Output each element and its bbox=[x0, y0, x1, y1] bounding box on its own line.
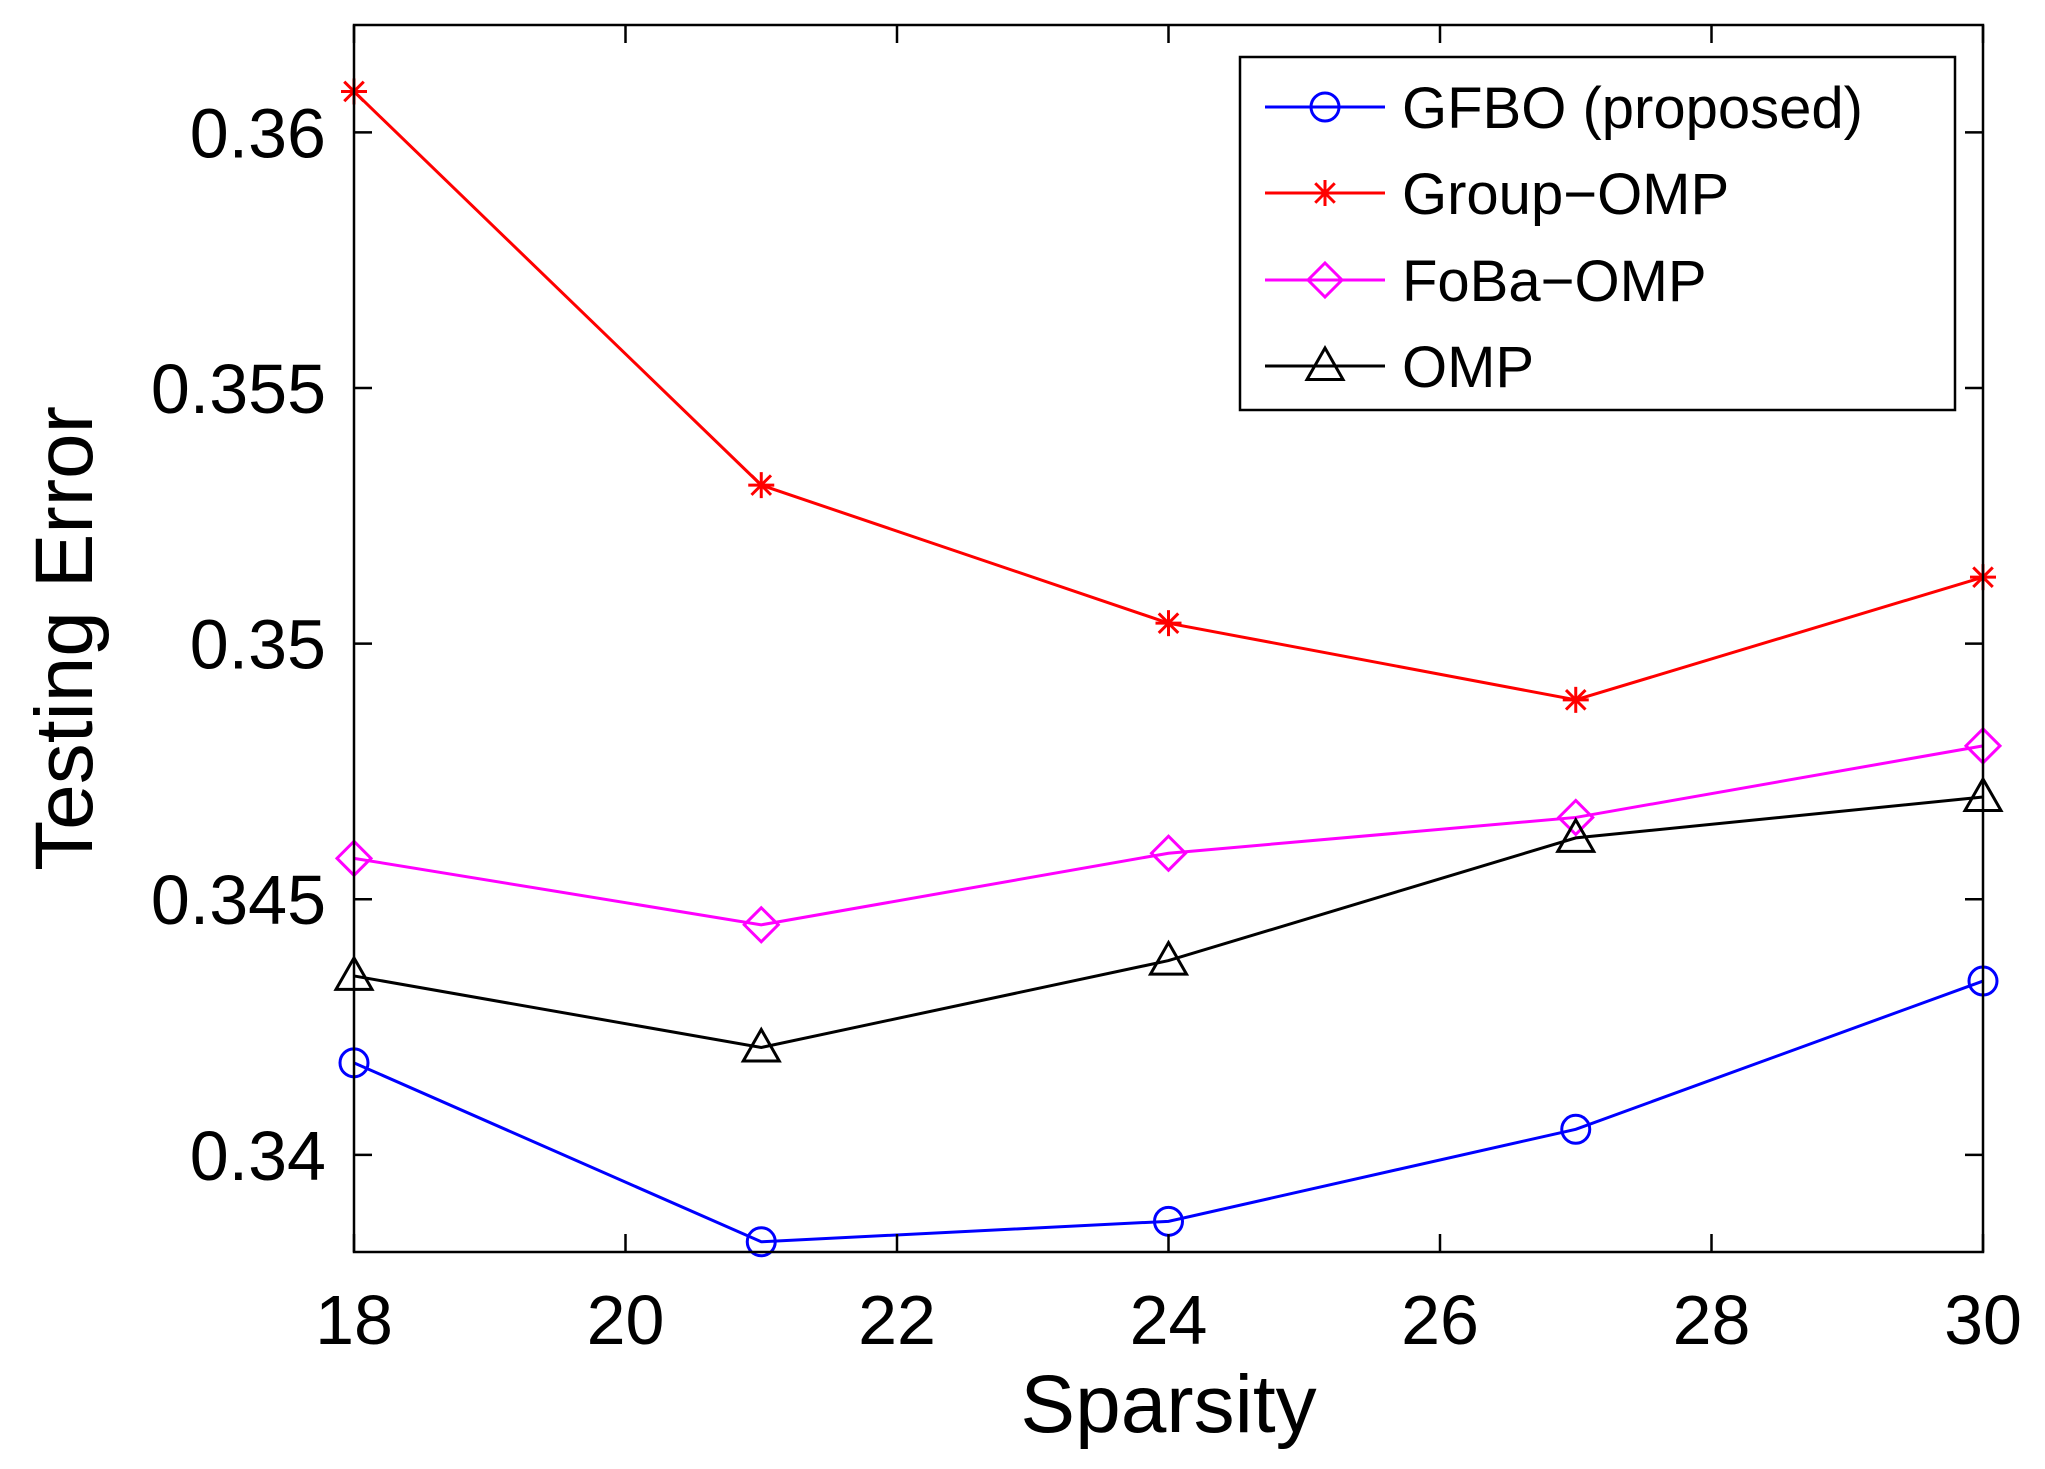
triangle-marker-shape bbox=[1147, 939, 1190, 976]
data-point bbox=[1155, 610, 1182, 637]
triangle-marker-shape bbox=[740, 1026, 782, 1063]
y-tick-label: 0.36 bbox=[190, 94, 326, 172]
legend-item: FoBa−OMP bbox=[1265, 249, 1707, 314]
x-tick-label: 20 bbox=[587, 1281, 665, 1359]
legend: GFBO (proposed) Group−OMP FoBa−OMP OMP bbox=[1238, 55, 1957, 412]
legend-item: GFBO (proposed) bbox=[1265, 76, 1863, 141]
x-tick-label: 28 bbox=[1673, 1281, 1751, 1359]
legend-label: Group−OMP bbox=[1402, 162, 1729, 227]
diamond-marker-shape bbox=[1149, 834, 1188, 873]
legend-marker bbox=[1309, 91, 1341, 123]
circle-marker-shape bbox=[1309, 91, 1341, 123]
diamond-marker-shape bbox=[1305, 260, 1345, 300]
data-point bbox=[1560, 1113, 1592, 1145]
asterisk-marker-stroke bbox=[1157, 612, 1180, 634]
diamond-marker-shape bbox=[742, 905, 781, 944]
series-line bbox=[353, 795, 1984, 1050]
x-tick-label: 22 bbox=[858, 1281, 936, 1359]
y-tick-label: 0.355 bbox=[151, 350, 326, 428]
legend-marker bbox=[1312, 180, 1338, 206]
legend-marker bbox=[1304, 344, 1346, 381]
asterisk-marker-stroke bbox=[750, 474, 773, 496]
x-axis-label: Sparsity bbox=[1020, 1359, 1316, 1450]
ticks-layer: 18 20 22 24 26 28 30 0.34 0.345 0.35 0.355 0.36 bbox=[151, 25, 2022, 1359]
y-tick-label: 0.34 bbox=[190, 1117, 326, 1195]
legend-item: Group−OMP bbox=[1265, 162, 1729, 227]
y-axis-label: Testing Error bbox=[19, 406, 110, 871]
asterisk-marker-stroke bbox=[1314, 182, 1336, 204]
triangle-marker-shape bbox=[1555, 816, 1597, 853]
x-tick-label: 24 bbox=[1130, 1281, 1208, 1359]
data-point bbox=[1149, 834, 1188, 873]
data-point bbox=[748, 472, 775, 499]
legend-box bbox=[1238, 55, 1957, 412]
data-point bbox=[1147, 939, 1190, 976]
y-tick-label: 0.35 bbox=[190, 606, 326, 684]
x-tick-label: 18 bbox=[315, 1281, 393, 1359]
asterisk-marker-stroke bbox=[1564, 689, 1587, 711]
data-point bbox=[1555, 816, 1597, 853]
y-tick-label: 0.345 bbox=[151, 861, 326, 939]
legend-label: FoBa−OMP bbox=[1402, 249, 1707, 314]
legend-label: GFBO (proposed) bbox=[1402, 76, 1863, 141]
legend-item: OMP bbox=[1265, 335, 1534, 400]
legend-marker bbox=[1305, 260, 1345, 300]
triangle-marker-shape bbox=[1304, 344, 1346, 381]
legend-label: OMP bbox=[1402, 335, 1534, 400]
circle-marker-shape bbox=[745, 1226, 777, 1258]
data-point bbox=[1562, 686, 1589, 713]
circle-marker-shape bbox=[1560, 1113, 1592, 1145]
x-tick-label: 26 bbox=[1401, 1281, 1479, 1359]
diamond-marker-shape bbox=[1556, 798, 1595, 837]
data-point bbox=[742, 905, 781, 944]
series-line bbox=[353, 744, 1984, 927]
series-line bbox=[353, 979, 1984, 1244]
x-tick-label: 30 bbox=[1944, 1281, 2022, 1359]
data-point bbox=[740, 1026, 782, 1063]
data-point bbox=[1556, 798, 1595, 837]
data-point bbox=[745, 1226, 777, 1258]
